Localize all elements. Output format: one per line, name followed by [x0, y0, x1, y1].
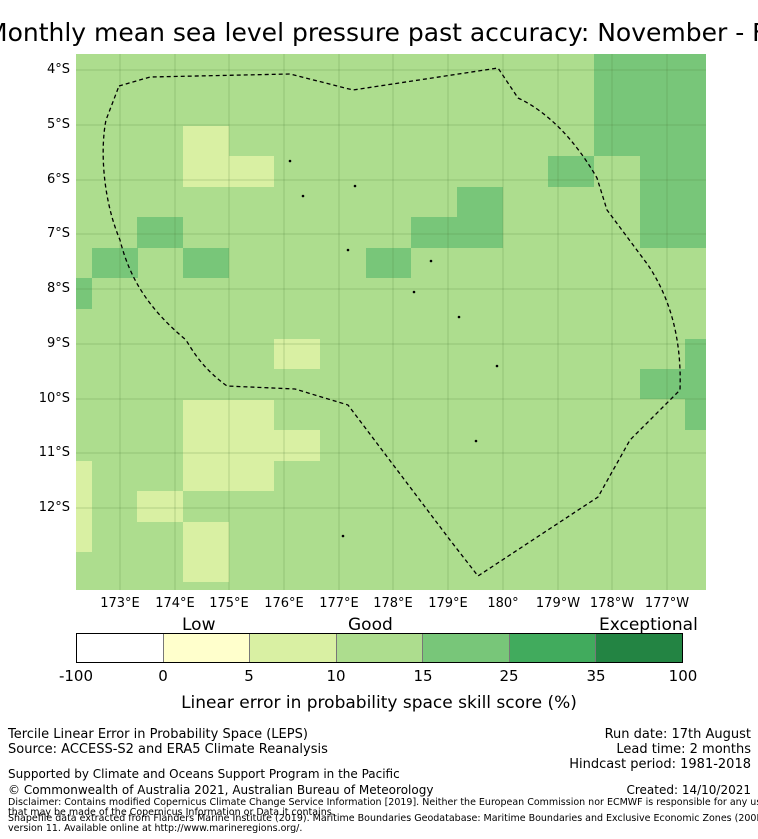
lon-tick-label: 174°E	[155, 596, 195, 611]
lat-tick-label: 7°S	[46, 226, 70, 241]
lead-time: Lead time: 2 months	[616, 742, 751, 757]
island	[495, 364, 499, 368]
hindcast-period: Hindcast period: 1981-2018	[569, 757, 751, 772]
skill-cell-good-low	[274, 430, 320, 461]
category-good: Good	[348, 615, 393, 635]
skill-cell-good-high	[92, 248, 138, 278]
lat-tick-label: 5°S	[46, 117, 70, 132]
skill-cell-good-low	[183, 400, 274, 491]
lon-tick-label: 180°	[487, 596, 519, 611]
lon-tick-label: 179°W	[535, 596, 581, 611]
disclaimer-line-1: Disclaimer: Contains modified Copernicus…	[8, 797, 758, 808]
lat-tick-label: 11°S	[38, 445, 70, 460]
colorbar-segment	[423, 634, 510, 662]
lon-tick-label: 178°E	[373, 596, 413, 611]
colorbar-tick-label: 100	[668, 667, 698, 685]
colorbar-segment	[250, 634, 337, 662]
skill-cell-good-high	[411, 217, 503, 248]
colorbar-tick-label: -100	[58, 667, 94, 685]
skill-cell-good-high	[76, 278, 92, 309]
skill-cell-good-high	[640, 156, 706, 248]
lat-tick-label: 9°S	[46, 336, 70, 351]
skill-cell-good-high	[594, 54, 706, 156]
skill-cell-good-low	[183, 522, 229, 582]
support-text: Supported by Climate and Oceans Support …	[8, 767, 400, 781]
source-text: Source: ACCESS-S2 and ERA5 Climate Reana…	[8, 742, 328, 757]
skill-cell-good-low	[274, 339, 320, 369]
island	[341, 534, 345, 538]
copyright-text: © Commonwealth of Australia 2021, Austra…	[8, 783, 434, 797]
category-exceptional: Exceptional	[599, 615, 698, 635]
lon-tick-label: 179°E	[428, 596, 468, 611]
island	[474, 439, 478, 443]
lat-tick-label: 10°S	[38, 391, 70, 406]
island	[301, 194, 305, 198]
skill-cell-good-high	[137, 217, 183, 248]
colorbar-segment	[163, 634, 251, 662]
colorbar-tick-label: 10	[326, 667, 346, 685]
island	[288, 159, 292, 163]
island	[429, 259, 433, 263]
lon-tick-label: 176°E	[264, 596, 304, 611]
skill-cell-good-low	[76, 461, 92, 552]
run-date: Run date: 17th August	[604, 727, 751, 742]
lat-tick-label: 6°S	[46, 172, 70, 187]
lon-tick-label: 178°W	[589, 596, 635, 611]
category-low: Low	[182, 615, 216, 635]
skill-grid	[76, 54, 706, 590]
islands	[288, 159, 499, 538]
lat-tick-label: 12°S	[38, 500, 70, 515]
disclaimer-line-2: that may be made of the Copernicus Infor…	[8, 807, 335, 818]
lon-tick-label: 177°E	[319, 596, 359, 611]
colorbar-label: Linear error in probability space skill …	[181, 693, 577, 713]
lon-tick-label: 177°W	[644, 596, 690, 611]
method-text: Tercile Linear Error in Probability Spac…	[8, 727, 308, 742]
skill-cell-good-low	[183, 126, 229, 187]
lat-tick-label: 8°S	[46, 281, 70, 296]
map-figure	[76, 54, 706, 590]
colorbar	[76, 633, 683, 663]
skill-cell-good-high	[183, 248, 229, 278]
shapefile-line-2: version 11. Available online at http://w…	[8, 823, 303, 834]
island	[353, 184, 357, 188]
skill-cell-good-high	[548, 156, 594, 187]
skill-cell-good-low	[229, 156, 274, 187]
colorbar-tick-label: 0	[158, 667, 168, 685]
lat-lon-gridlines	[76, 54, 706, 590]
shapefile-line-1: Shapefile data extracted from Flanders M…	[8, 813, 758, 824]
colorbar-segment	[77, 634, 164, 662]
island	[457, 315, 461, 319]
lon-tick-label: 173°E	[100, 596, 140, 611]
island	[412, 290, 416, 294]
lon-tick-label: 175°E	[209, 596, 249, 611]
lat-tick-label: 4°S	[46, 62, 70, 77]
eez-boundary	[102, 67, 681, 577]
colorbar-segment	[596, 634, 683, 662]
island	[346, 248, 350, 252]
skill-cell-good-high	[685, 339, 706, 430]
colorbar-tick-label: 5	[244, 667, 254, 685]
created-date: Created: 14/10/2021	[626, 783, 751, 797]
map-title: Monthly mean sea level pressure past acc…	[0, 18, 758, 47]
skill-cell-good-high	[366, 248, 411, 278]
colorbar-tick-label: 15	[413, 667, 433, 685]
colorbar-tick-label: 35	[586, 667, 606, 685]
skill-cell-good-low	[137, 491, 183, 522]
colorbar-segment	[509, 634, 597, 662]
colorbar-tick-label: 25	[499, 667, 519, 685]
skill-cell-good-high	[457, 187, 503, 218]
colorbar-segment	[336, 634, 424, 662]
